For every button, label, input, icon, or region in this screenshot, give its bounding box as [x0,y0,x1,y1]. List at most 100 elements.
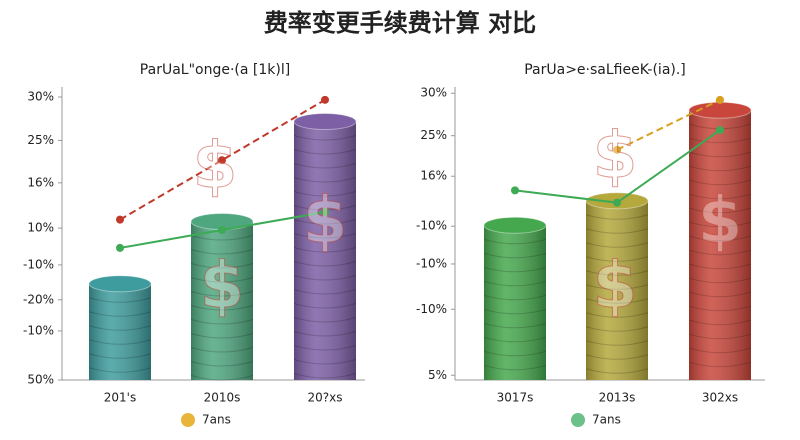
trend-point [116,243,124,252]
coin-edge [483,238,547,245]
dollar-icon: $ [303,185,348,259]
trend-point [613,198,621,207]
coin-edge [190,361,254,367]
subtitle: ParUaL"onge·(a [1k)l] [140,62,290,78]
legend-label: 7ans [202,413,231,427]
trend-point [218,156,226,165]
coin-edge [190,263,254,269]
y-tick-label: -10% [416,256,447,270]
coin-edge [293,331,357,337]
coin-edge [293,275,357,281]
y-tick-label: 25% [420,128,447,142]
x-tick-label: 3017s [497,391,534,405]
coin-edge [293,317,357,323]
coin-edge [190,319,254,325]
coin-edge [190,305,254,311]
coin-edge [483,266,547,273]
coin-edge [190,291,254,297]
dollar-icon: $ [593,120,638,194]
trend-point [511,186,519,195]
coin-edge [190,375,254,381]
coin-edge [585,242,649,248]
chart-title: 费率变更手续费计算 对比 [264,9,536,37]
x-tick-label: 302xs [702,391,738,405]
coin-edge [190,249,254,255]
legend-label: 7ans [592,413,621,427]
coin-edge [688,165,752,172]
coin-edge [688,193,752,200]
coin-edge [585,214,649,220]
y-tick-label: 30% [27,90,54,104]
coin-edge [293,261,357,267]
coin-edge [88,297,152,303]
coin-edge [585,340,649,346]
y-tick-label: -10% [416,219,447,233]
coin-edge [483,280,547,287]
coin-edge [293,177,357,183]
coin-edge [688,221,752,228]
bar-shade [89,283,151,380]
y-tick-label: 5% [428,368,447,382]
y-tick-label: -10% [416,302,447,316]
y-tick-label: 30% [420,86,447,100]
trend-point [321,95,329,104]
coin-edge [585,326,649,332]
coin-edge [688,333,752,340]
coin-edge [688,249,752,256]
x-tick-label: 201's [104,391,136,405]
coin-edge [585,284,649,290]
coin-edge [190,347,254,353]
legend-swatch [181,413,195,427]
y-tick-label: 16% [27,175,54,189]
y-tick-label: -10% [23,323,54,337]
trend-point [116,215,124,224]
coin-edge [688,179,752,186]
trend-line [119,98,326,221]
bar-top [293,113,357,131]
coin-edge [483,350,547,357]
coin-edge [293,247,357,253]
coin-edge [293,149,357,155]
trend-point [716,95,724,104]
dollar-icon: $ [593,250,638,324]
coin-edge [688,319,752,326]
coin-edge [688,137,752,144]
coin-edge [688,291,752,298]
coin-edge [293,345,357,351]
coin-edge [688,277,752,284]
y-tick-label: 25% [27,133,54,147]
coin-edge [293,219,357,225]
x-tick-label: 2013s [599,391,636,405]
coin-edge [688,207,752,214]
coin-edge [585,298,649,304]
coin-edge [293,191,357,197]
coin-edge [88,339,152,345]
trend-line [616,98,721,151]
coin-edge [585,228,649,234]
x-tick-label: 20?xs [308,391,343,405]
bar-top [88,275,152,293]
bar-shade [689,110,751,380]
coin-edge [88,311,152,317]
legend-swatch [571,413,585,427]
coin-edge [293,163,357,169]
coin-edge [88,353,152,359]
coin-edge [688,305,752,312]
coin-edge [688,151,752,158]
coin-edge [293,233,357,239]
coin-edge [585,354,649,360]
dollar-icon: $ [698,185,743,259]
coin-edge [585,256,649,262]
bar-shade [294,121,356,380]
bar-shade [191,221,253,380]
trend-point [218,226,226,235]
coin-edge [293,359,357,365]
coin-edge [688,347,752,354]
coin-edge [483,336,547,343]
coin-edge [585,368,649,374]
x-tick-label: 2010s [204,391,241,405]
trend-point [613,145,621,154]
subtitle: ParUa>e·saLfieeK-(ia).] [524,62,686,78]
coin-edge [293,135,357,141]
